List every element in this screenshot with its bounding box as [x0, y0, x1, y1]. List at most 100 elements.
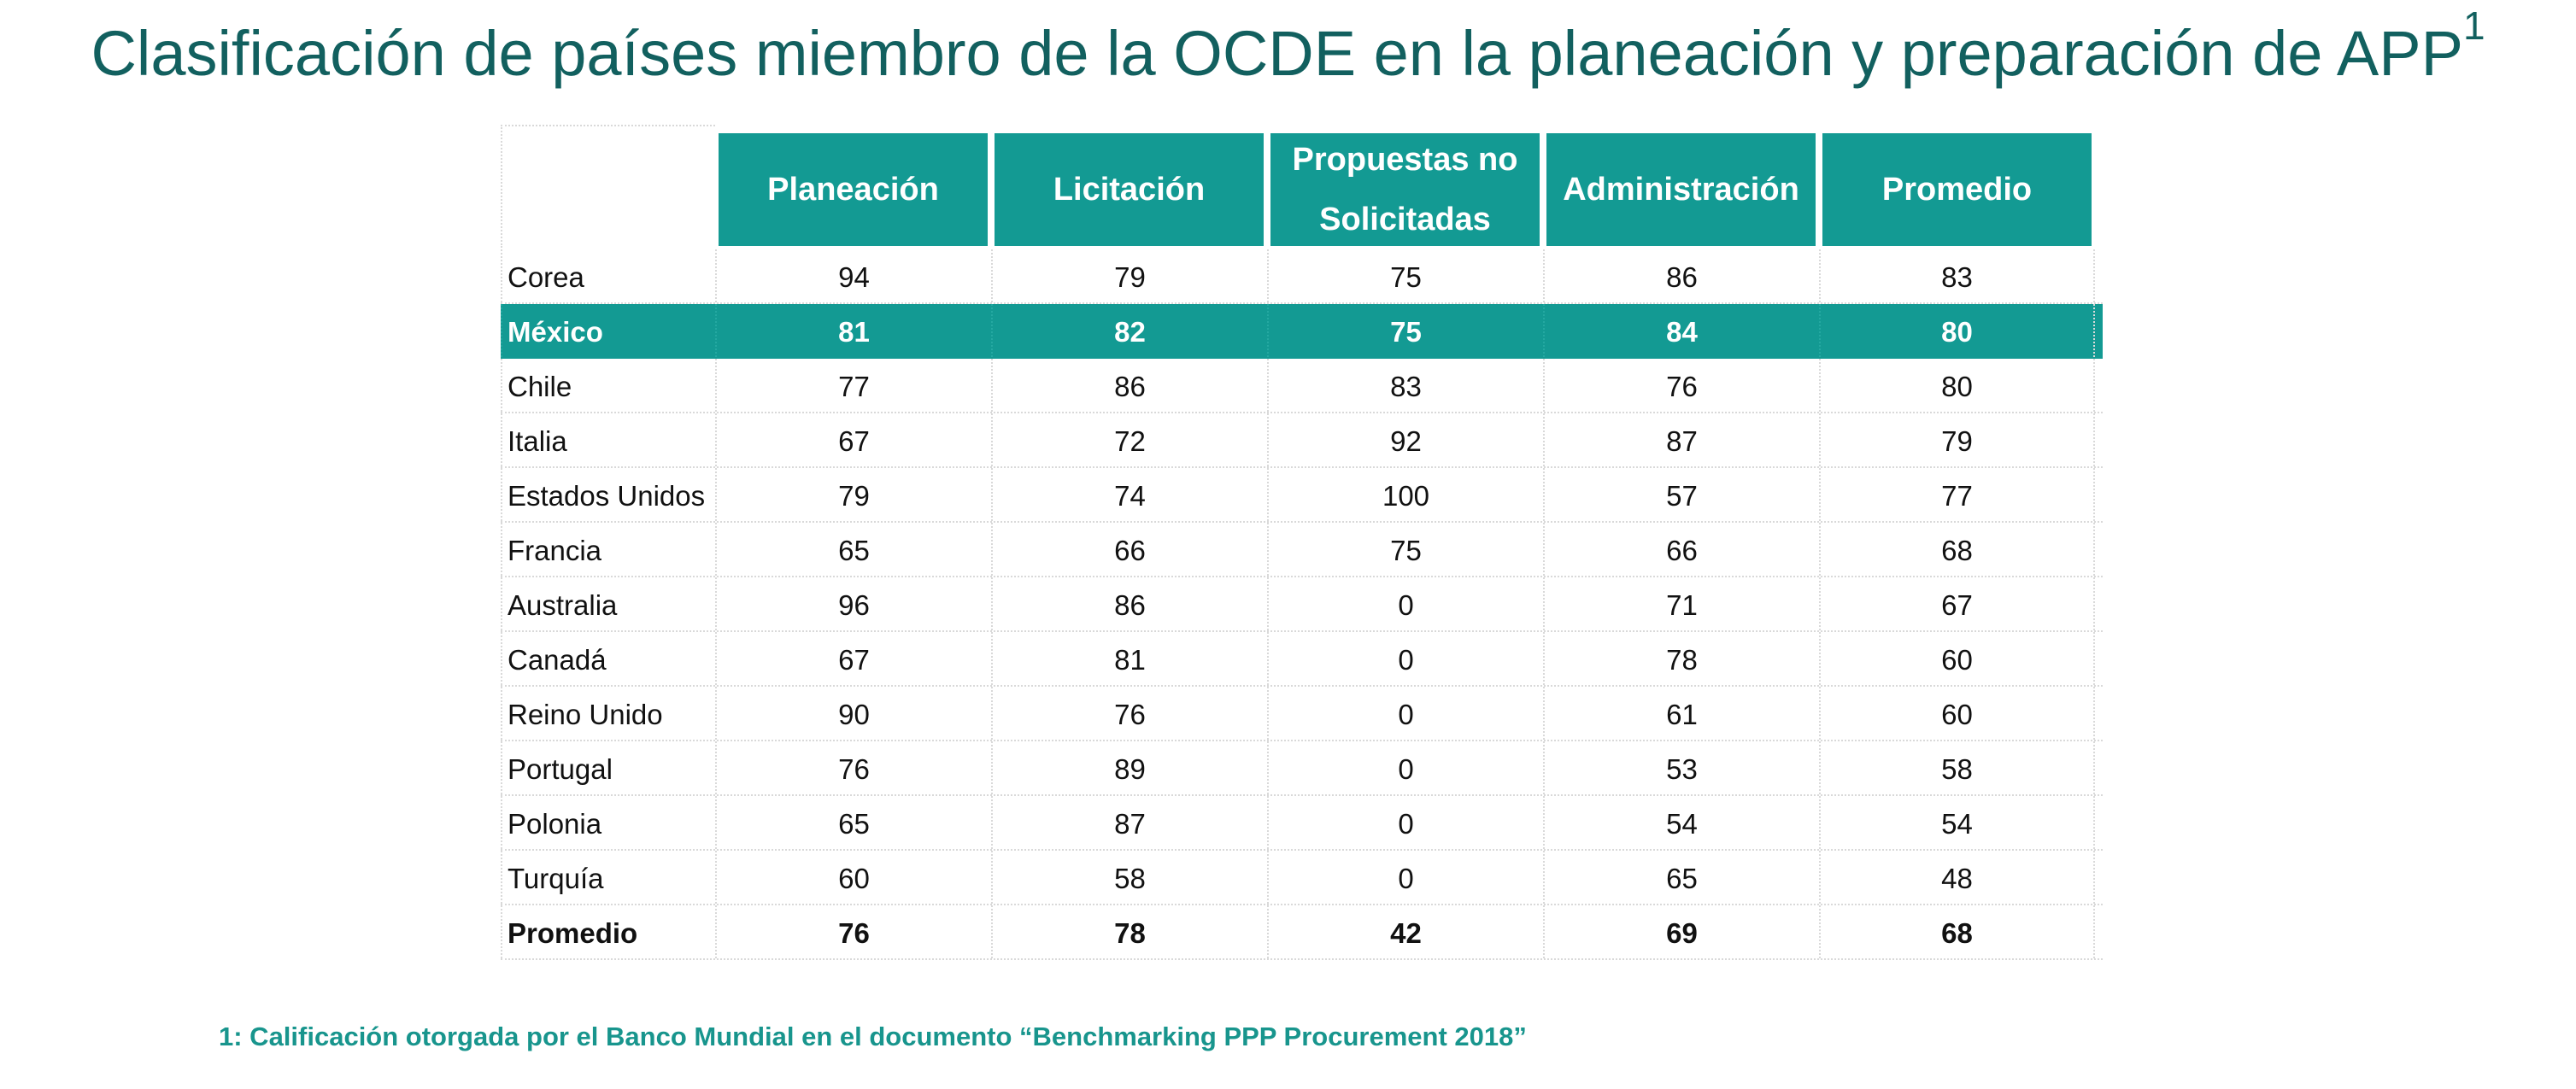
table-cell: 71 — [1543, 577, 1819, 630]
table-row: Polonia 65 87 0 54 54 — [501, 796, 2103, 851]
table-cell: 69 — [1543, 905, 1819, 958]
row-label: Chile — [501, 359, 715, 412]
table-cell: 89 — [991, 741, 1267, 794]
table-cell: 0 — [1267, 851, 1543, 904]
table-cell: 78 — [1543, 632, 1819, 685]
table-cell: 76 — [715, 905, 991, 958]
footnote: 1: Calificación otorgada por el Banco Mu… — [219, 1022, 1527, 1051]
row-label: Australia — [501, 577, 715, 630]
table-cell: 48 — [1819, 851, 2095, 904]
table-cell: 96 — [715, 577, 991, 630]
table-row: Reino Unido 90 76 0 61 60 — [501, 687, 2103, 741]
table-cell: 54 — [1819, 796, 2095, 849]
table-row: Corea 94 79 75 86 83 — [501, 249, 2103, 304]
table-cell: 92 — [1267, 413, 1543, 466]
table-cell: 76 — [715, 741, 991, 794]
table-cell: 90 — [715, 687, 991, 740]
table-cell: 75 — [1267, 304, 1543, 357]
table-cell: 84 — [1543, 304, 1819, 357]
row-label: Corea — [501, 249, 715, 302]
column-header: Propuestas no Solicitadas — [1270, 133, 1540, 246]
table-cell: 86 — [991, 577, 1267, 630]
table-cell: 75 — [1267, 249, 1543, 302]
title-text: Clasificación de países miembro de la OC… — [91, 18, 2463, 89]
table-cell: 53 — [1543, 741, 1819, 794]
table-cell: 54 — [1543, 796, 1819, 849]
ranking-table: Planeación Licitación Propuestas no Solici… — [501, 125, 2103, 970]
table-cell: 60 — [1819, 632, 2095, 685]
table-cell: 66 — [1543, 523, 1819, 576]
table-corner — [501, 125, 715, 248]
table-cell: 79 — [1819, 413, 2095, 466]
row-label: Polonia — [501, 796, 715, 849]
table-cell: 0 — [1267, 796, 1543, 849]
table-total-row: Promedio 76 78 42 69 68 — [501, 905, 2103, 960]
table-cell: 68 — [1819, 523, 2095, 576]
table-cell: 0 — [1267, 632, 1543, 685]
table-cell: 94 — [715, 249, 991, 302]
row-label: Estados Unidos — [501, 468, 715, 521]
page-title: Clasificación de países miembro de la OC… — [0, 3, 2576, 101]
table-cell: 60 — [715, 851, 991, 904]
table-cell: 100 — [1267, 468, 1543, 521]
table-row: Italia 67 72 92 87 79 — [501, 413, 2103, 468]
table-cell: 82 — [991, 304, 1267, 357]
table-cell: 83 — [1267, 359, 1543, 412]
table-row: Canadá 67 81 0 78 60 — [501, 632, 2103, 687]
table-cell: 78 — [991, 905, 1267, 958]
row-label: Portugal — [501, 741, 715, 794]
table-cell: 58 — [1819, 741, 2095, 794]
table-cell: 80 — [1819, 359, 2095, 412]
column-header: Licitación — [995, 133, 1264, 246]
column-header: Promedio — [1822, 133, 2092, 246]
table-cell: 67 — [715, 413, 991, 466]
row-label: Reino Unido — [501, 687, 715, 740]
table-cell: 76 — [991, 687, 1267, 740]
table-cell: 0 — [1267, 741, 1543, 794]
table-row: Estados Unidos 79 74 100 57 77 — [501, 468, 2103, 523]
row-label: Promedio — [501, 905, 715, 958]
row-label: Canadá — [501, 632, 715, 685]
table-row: Francia 65 66 75 66 68 — [501, 523, 2103, 577]
table-cell: 42 — [1267, 905, 1543, 958]
table-cell: 77 — [715, 359, 991, 412]
row-label: Francia — [501, 523, 715, 576]
title-superscript: 1 — [2462, 3, 2485, 48]
table-cell: 79 — [715, 468, 991, 521]
table-cell: 72 — [991, 413, 1267, 466]
table-row: México 81 82 75 84 80 — [501, 304, 2103, 359]
table-cell: 86 — [991, 359, 1267, 412]
table-cell: 77 — [1819, 468, 2095, 521]
table-cell: 86 — [1543, 249, 1819, 302]
table-cell: 87 — [1543, 413, 1819, 466]
row-label: Turquía — [501, 851, 715, 904]
table-cell: 81 — [991, 632, 1267, 685]
table-cell: 65 — [715, 523, 991, 576]
table-row: Australia 96 86 0 71 67 — [501, 577, 2103, 632]
row-label: México — [501, 304, 715, 357]
table-cell: 83 — [1819, 249, 2095, 302]
row-label: Italia — [501, 413, 715, 466]
table-cell: 61 — [1543, 687, 1819, 740]
table-cell: 66 — [991, 523, 1267, 576]
table-cell: 81 — [715, 304, 991, 357]
table-cell: 60 — [1819, 687, 2095, 740]
table-row: Chile 77 86 83 76 80 — [501, 359, 2103, 413]
table-cell: 67 — [715, 632, 991, 685]
table-cell: 65 — [715, 796, 991, 849]
column-header: Administración — [1546, 133, 1816, 246]
table-cell: 68 — [1819, 905, 2095, 958]
table-cell: 67 — [1819, 577, 2095, 630]
table-row: Turquía 60 58 0 65 48 — [501, 851, 2103, 905]
table-cell: 75 — [1267, 523, 1543, 576]
table-cell: 0 — [1267, 577, 1543, 630]
table-cell: 80 — [1819, 304, 2095, 357]
table-cell: 58 — [991, 851, 1267, 904]
table-cell: 79 — [991, 249, 1267, 302]
table-cell: 65 — [1543, 851, 1819, 904]
table-cell: 87 — [991, 796, 1267, 849]
table-cell: 74 — [991, 468, 1267, 521]
table-cell: 76 — [1543, 359, 1819, 412]
table-row: Portugal 76 89 0 53 58 — [501, 741, 2103, 796]
column-header: Planeación — [719, 133, 988, 246]
